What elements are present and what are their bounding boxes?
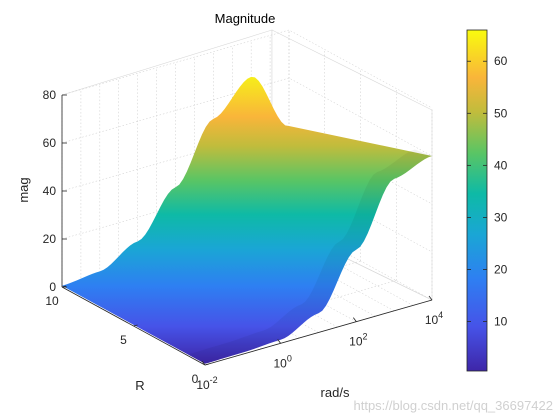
z-axis-ticks: 0 20 40 60 80 xyxy=(43,88,67,294)
y-axis-label: R xyxy=(135,378,144,393)
z-tick-label: 20 xyxy=(43,232,57,246)
z-axis-label: mag xyxy=(16,177,31,202)
y-tick-mark xyxy=(133,324,138,327)
x-tick-label: 10-2 xyxy=(196,375,217,392)
x-tick-mark xyxy=(353,317,357,322)
y-axis-ticks: 0 5 10 xyxy=(45,285,210,386)
z-tick-label: 40 xyxy=(43,184,57,198)
colorbar-tick-label: 60 xyxy=(494,54,508,68)
y-tick-label: 0 xyxy=(192,372,199,386)
chart-title: Magnitude xyxy=(215,11,276,26)
x-tick-label: 102 xyxy=(349,332,367,349)
colorbar-tick-label: 20 xyxy=(494,262,508,276)
x-axis-line xyxy=(204,299,433,366)
z-tick-label: 80 xyxy=(43,88,57,102)
x-tick-mark xyxy=(201,360,206,366)
watermark: https://blog.csdn.net/qq_36697422 xyxy=(354,398,554,413)
y-tick-label: 10 xyxy=(45,294,59,308)
y-tick-mark xyxy=(204,363,210,366)
z-tick-label: 0 xyxy=(49,280,56,294)
x-axis-ticks: 10-2 100 102 104 xyxy=(196,295,443,392)
colorbar-tick-label: 10 xyxy=(494,315,508,329)
y-tick-mark xyxy=(61,285,67,288)
surface xyxy=(62,76,432,364)
x-tick-mark xyxy=(277,339,281,344)
colorbar-tick-label: 30 xyxy=(494,210,508,224)
colorbar-tick-label: 40 xyxy=(494,158,508,172)
z-tick-label: 60 xyxy=(43,136,57,150)
x-axis-label: rad/s xyxy=(321,385,350,400)
colorbar-ticks: 10 20 30 40 50 60 xyxy=(467,54,508,329)
x-tick-mark xyxy=(428,295,433,301)
colorbar: 10 20 30 40 50 60 xyxy=(466,29,508,372)
colorbar-tick-label: 50 xyxy=(494,106,508,120)
y-tick-label: 5 xyxy=(120,333,127,347)
x-tick-label: 104 xyxy=(425,310,443,327)
x-tick-label: 100 xyxy=(273,353,291,370)
colorbar-gradient xyxy=(466,29,488,372)
